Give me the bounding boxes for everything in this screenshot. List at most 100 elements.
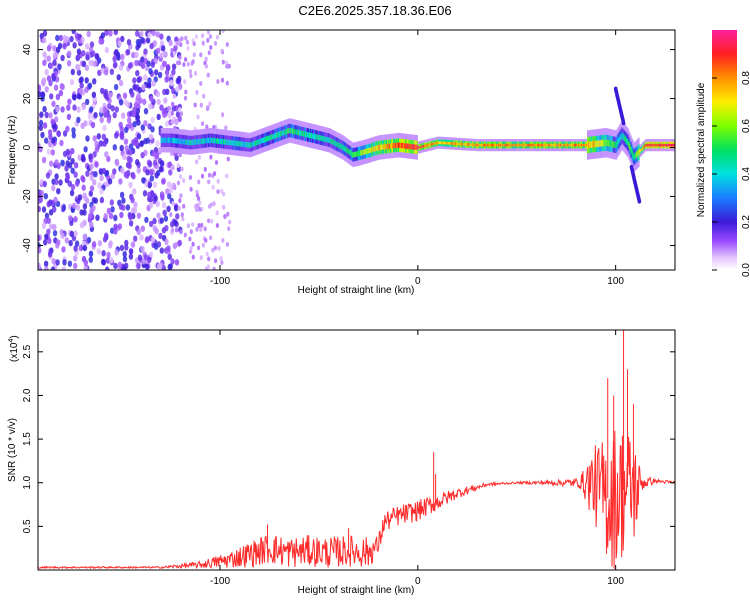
heatmap-cell [116, 54, 121, 61]
heatmap-cell [56, 130, 61, 137]
heatmap-cell [147, 191, 152, 198]
heatmap-cell [387, 143, 389, 150]
heatmap-cell [553, 143, 555, 147]
heatmap-cell [633, 154, 635, 161]
heatmap-cell [419, 145, 421, 149]
heatmap-cell [216, 138, 218, 144]
heatmap-cell [191, 59, 195, 64]
heatmap-cell [622, 133, 624, 140]
heatmap-cell [145, 37, 151, 44]
heatmap-cell [103, 69, 109, 76]
heatmap-cell [106, 207, 112, 215]
heatmap-cell [128, 248, 134, 255]
heatmap-cell [246, 142, 248, 148]
heatmap-cell [375, 145, 377, 152]
heatmap-cell [66, 104, 71, 111]
heatmap-cell [529, 143, 531, 147]
heatmap-cell [64, 237, 70, 244]
heatmap-cell [189, 229, 193, 235]
heatmap-cell [583, 143, 585, 147]
heatmap-cell [135, 30, 140, 37]
heatmap-cell [569, 143, 571, 147]
heatmap-cell [288, 128, 290, 134]
heatmap-cell [303, 131, 305, 137]
heatmap-cell [75, 180, 80, 187]
heatmap-cell [156, 113, 161, 121]
heatmap-cell [380, 144, 382, 150]
heatmap-cell [47, 237, 52, 245]
heatmap-cell [70, 68, 76, 76]
heatmap-cell [118, 178, 123, 185]
heatmap-cell [176, 41, 180, 46]
heatmap-cell [177, 115, 182, 123]
heatmap-cell [218, 138, 220, 144]
heatmap-cell [150, 116, 155, 124]
heatmap-cell [427, 143, 429, 147]
heatmap-cell [44, 86, 49, 93]
heatmap-cell [310, 132, 312, 139]
heatmap-cell [493, 143, 495, 147]
heatmap-cell [119, 244, 125, 252]
heatmap-cell [330, 138, 332, 144]
heatmap-cell [147, 77, 152, 84]
heatmap-cell [77, 154, 82, 161]
heatmap-cell [67, 180, 73, 187]
heatmap-cell [482, 143, 484, 147]
heatmap-cell [494, 143, 496, 147]
heatmap-cell [132, 188, 137, 195]
heatmap-cell [221, 59, 225, 65]
snr-x-axis-label: Height of straight line (km) [298, 585, 415, 596]
heatmap-cell [56, 188, 61, 195]
heatmap-cell [298, 129, 300, 136]
heatmap-cell [132, 77, 137, 84]
heatmap-cell [163, 97, 168, 104]
heatmap-cell [58, 89, 64, 97]
heatmap-cell [97, 69, 102, 77]
heatmap-cell [175, 213, 180, 220]
heatmap-cell [186, 46, 190, 51]
heatmap-cell [40, 131, 45, 139]
heatmap-cell [198, 200, 202, 206]
heatmap-cell [99, 107, 104, 114]
heatmap-cell [513, 143, 515, 147]
heatmap-cell [285, 129, 287, 135]
heatmap-cell [100, 258, 106, 266]
colorbar-tick-label: 0.0 [741, 263, 750, 277]
heatmap-cell [454, 142, 456, 145]
heatmap-cell [198, 139, 200, 145]
heatmap-cell [106, 251, 111, 259]
heatmap-cell [522, 143, 524, 147]
heatmap-cell [199, 138, 201, 145]
heatmap-cell [189, 139, 191, 146]
heatmap-cell [169, 137, 171, 143]
heatmap-cell [148, 133, 154, 141]
heatmap-cell [342, 144, 344, 151]
heatmap-cell [219, 256, 223, 261]
heatmap-cell [122, 255, 128, 263]
heatmap-cell [322, 136, 325, 142]
heatmap-cell [91, 204, 96, 212]
heatmap-cell [139, 234, 144, 241]
heatmap-cell [363, 149, 365, 155]
heatmap-cell [61, 204, 66, 212]
heatmap-cell [86, 30, 91, 38]
heatmap-cell [365, 148, 367, 155]
heatmap-cell [119, 211, 124, 219]
heatmap-cell [79, 82, 84, 89]
heatmap-cell [279, 131, 281, 137]
heatmap-cell [170, 48, 174, 53]
heatmap-cell [176, 138, 178, 144]
heatmap-cell [71, 30, 76, 35]
heatmap-cell [41, 156, 47, 164]
heatmap-cell [205, 138, 207, 144]
heatmap-cell [212, 266, 216, 270]
heatmap-cell [165, 137, 167, 143]
heatmap-cell [165, 63, 171, 71]
heatmap-cell [383, 144, 385, 150]
heatmap-cell [274, 133, 276, 139]
heatmap-cell [564, 143, 566, 147]
heatmap-cell [551, 143, 553, 147]
heatmap-cell [85, 197, 90, 204]
heatmap-cell [223, 139, 225, 145]
heatmap-cell [501, 143, 504, 147]
